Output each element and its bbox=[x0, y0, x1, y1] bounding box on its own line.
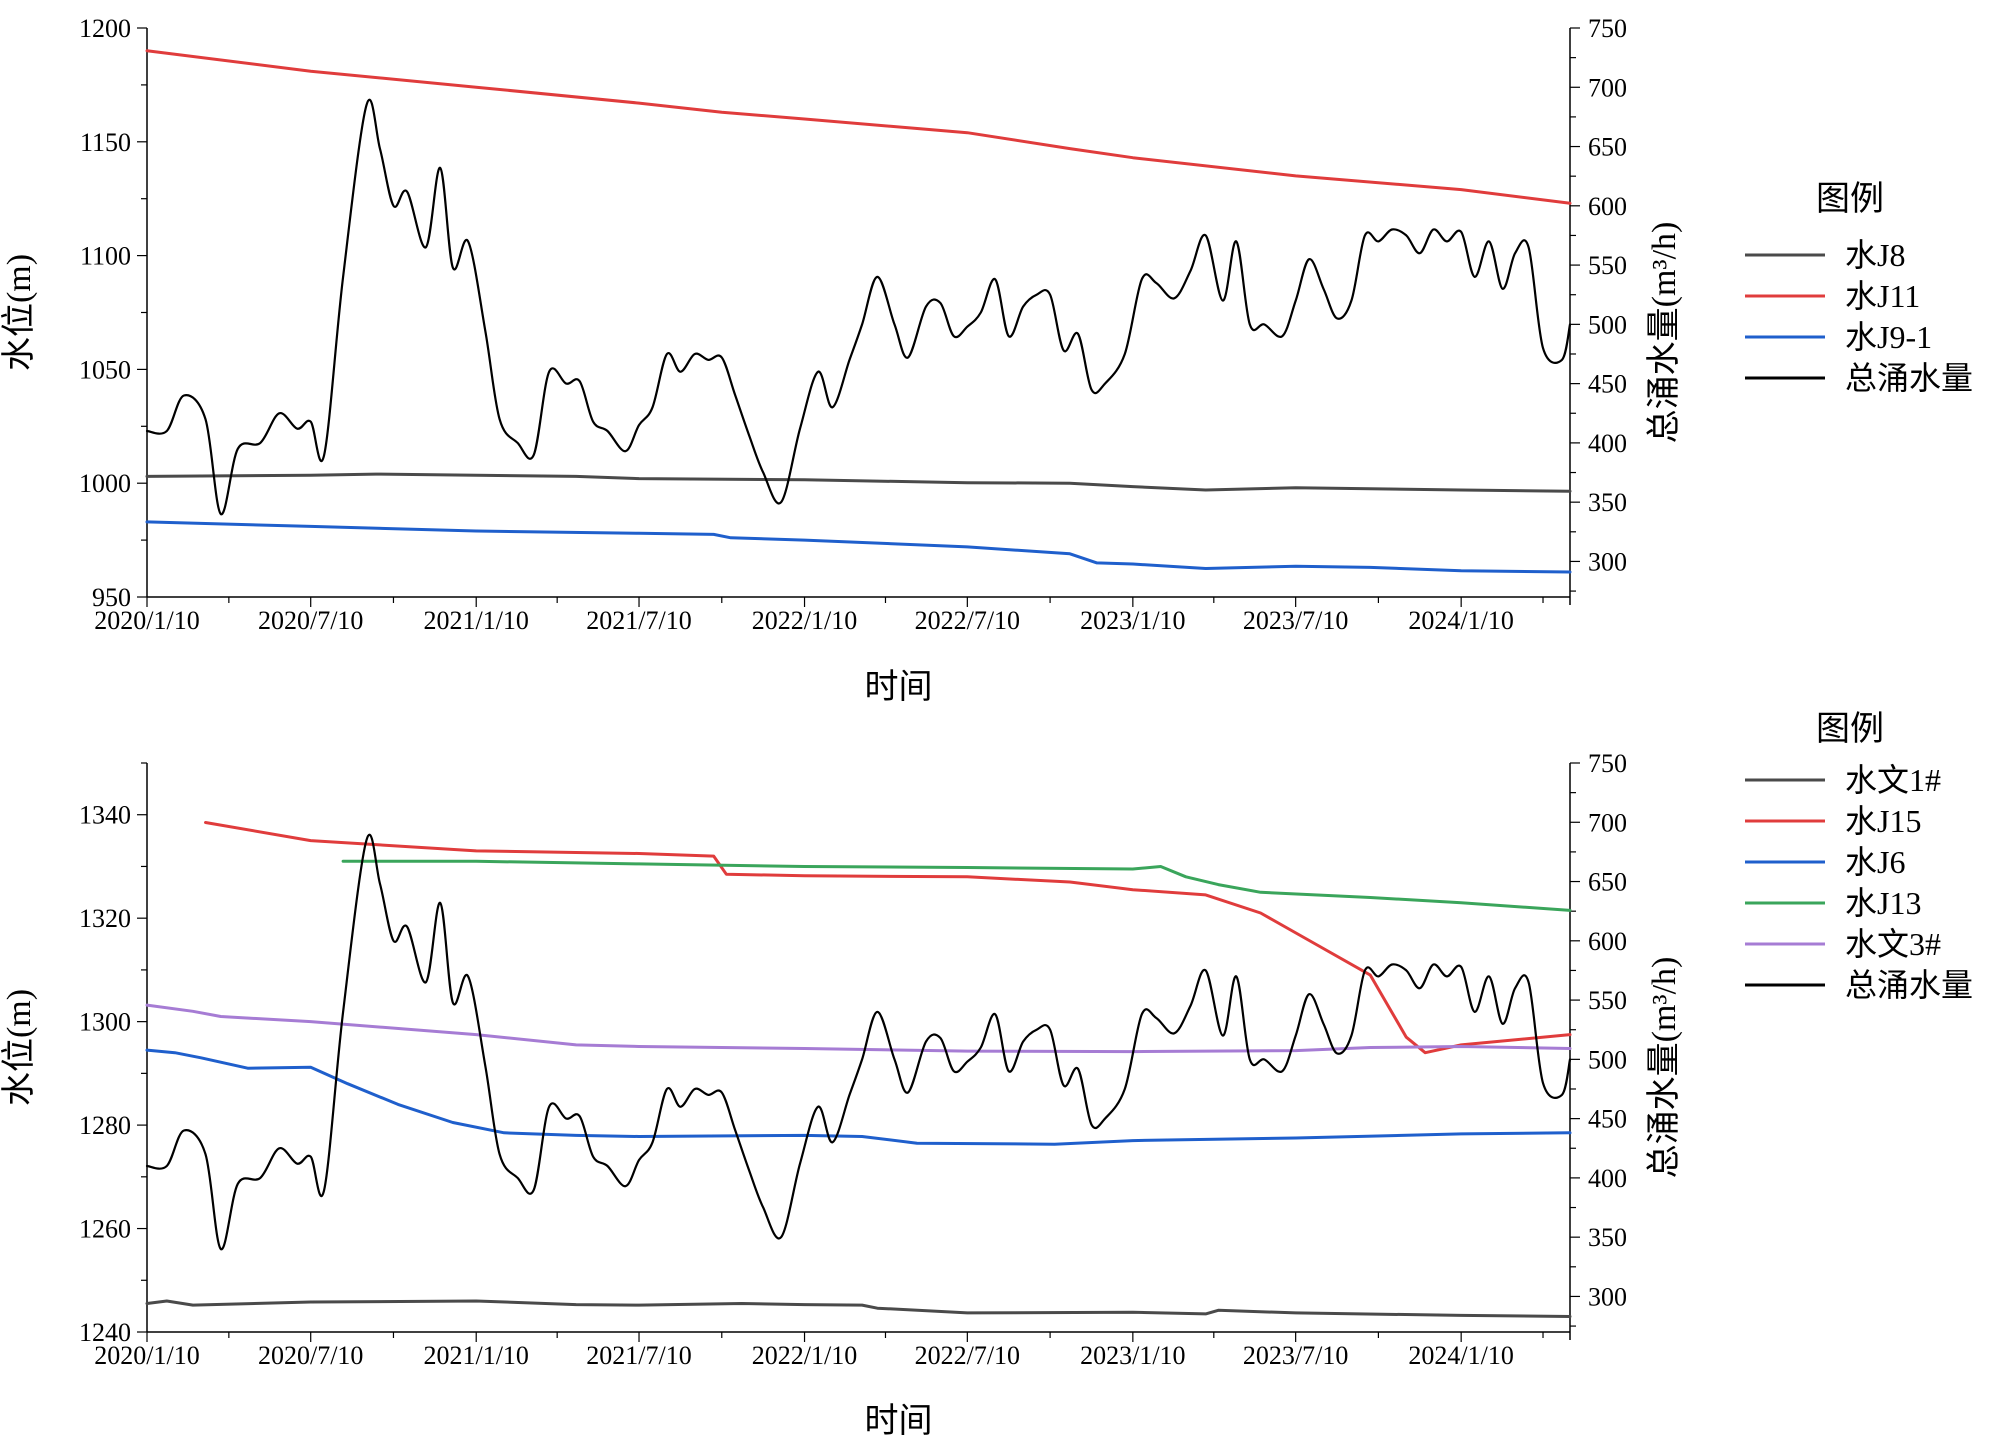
y-right-tick-label: 400 bbox=[1588, 1164, 1627, 1193]
x-tick-label: 2021/1/10 bbox=[423, 606, 528, 635]
y-left-tick-label: 1260 bbox=[79, 1215, 131, 1244]
series-line-1 bbox=[204, 821, 1572, 1055]
chart-panel-bottom: 2020/1/10 2020/7/10 2021/1/10 2021/7/10 2022… bbox=[0, 711, 1973, 1440]
series-line-2 bbox=[145, 1048, 1572, 1146]
series-line-1 bbox=[145, 49, 1572, 205]
x-axis-title: 时间 bbox=[865, 669, 933, 706]
x-tick-label: 2024/1/10 bbox=[1408, 606, 1513, 635]
chart-panel-top: 2020/1/10 2020/7/10 2021/1/10 2021/7/10 2022… bbox=[0, 14, 1973, 706]
x-axis-title: 时间 bbox=[865, 1403, 933, 1440]
legend-label-2: 水J9-1 bbox=[1845, 319, 1932, 355]
x-tick-label: 2023/7/10 bbox=[1243, 1341, 1348, 1370]
series-line-4 bbox=[145, 1003, 1572, 1054]
y-axis-left-title: 水位(m) bbox=[0, 254, 38, 371]
y-right-tick-label: 350 bbox=[1588, 488, 1627, 517]
x-tick-label: 2022/1/10 bbox=[752, 1341, 857, 1370]
y-axis-right-title: 总涌水量(m³/h) bbox=[1645, 957, 1683, 1179]
y-right-tick-label: 750 bbox=[1588, 14, 1627, 43]
legend-label-5: 总涌水量 bbox=[1845, 967, 1973, 1003]
y-right-tick-label: 750 bbox=[1588, 749, 1627, 778]
x-tick-label: 2022/7/10 bbox=[915, 606, 1020, 635]
y-right-tick-label: 550 bbox=[1588, 986, 1627, 1015]
legend-label-1: 水J15 bbox=[1845, 803, 1921, 839]
legend-label-3: 总涌水量 bbox=[1845, 360, 1973, 396]
legend-label-1: 水J11 bbox=[1845, 278, 1920, 314]
y-right-tick-label: 700 bbox=[1588, 73, 1627, 102]
x-tick-label: 2024/1/10 bbox=[1408, 1341, 1513, 1370]
y-right-tick-label: 550 bbox=[1588, 251, 1627, 280]
series-line-0 bbox=[145, 472, 1572, 493]
y-left-tick-label: 1000 bbox=[79, 469, 131, 498]
x-tick-label: 2022/7/10 bbox=[915, 1341, 1020, 1370]
legend-label-0: 水文1# bbox=[1845, 762, 1941, 798]
y-left-tick-label: 1300 bbox=[79, 1008, 131, 1037]
legend-label-3: 水J13 bbox=[1845, 885, 1921, 921]
y-left-tick-label: 1200 bbox=[79, 14, 131, 43]
y-right-tick-label: 450 bbox=[1588, 370, 1627, 399]
y-right-tick-label: 400 bbox=[1588, 429, 1627, 458]
legend-label-2: 水J6 bbox=[1845, 844, 1905, 880]
x-tick-label: 2021/7/10 bbox=[586, 606, 691, 635]
x-tick-label: 2021/7/10 bbox=[586, 1341, 691, 1370]
y-right-tick-label: 450 bbox=[1588, 1105, 1627, 1134]
x-tick-label: 2020/1/10 bbox=[94, 606, 199, 635]
x-tick-label: 2023/1/10 bbox=[1080, 1341, 1185, 1370]
y-left-tick-label: 1340 bbox=[79, 801, 131, 830]
y-left-tick-label: 1150 bbox=[80, 128, 131, 157]
y-right-tick-label: 350 bbox=[1588, 1223, 1627, 1252]
legend-title: 图例 bbox=[1816, 711, 1884, 748]
y-left-tick-label: 950 bbox=[92, 583, 131, 612]
legend-label-4: 水文3# bbox=[1845, 926, 1941, 962]
y-left-tick-label: 1240 bbox=[79, 1318, 131, 1347]
legend-title: 图例 bbox=[1816, 181, 1884, 218]
y-right-tick-label: 500 bbox=[1588, 1045, 1627, 1074]
y-axis-right-title: 总涌水量(m³/h) bbox=[1645, 222, 1683, 444]
y-right-tick-label: 300 bbox=[1588, 547, 1627, 576]
y-left-tick-label: 1320 bbox=[79, 904, 131, 933]
y-left-tick-label: 1100 bbox=[80, 242, 131, 271]
y-right-tick-label: 600 bbox=[1588, 192, 1627, 221]
y-right-tick-label: 650 bbox=[1588, 133, 1627, 162]
y-right-tick-label: 300 bbox=[1588, 1282, 1627, 1311]
x-tick-label: 2020/7/10 bbox=[258, 606, 363, 635]
x-tick-label: 2020/7/10 bbox=[258, 1341, 363, 1370]
series-line-5 bbox=[145, 833, 1572, 1251]
y-right-tick-label: 650 bbox=[1588, 868, 1627, 897]
x-tick-label: 2020/1/10 bbox=[94, 1341, 199, 1370]
legend-label-0: 水J8 bbox=[1845, 237, 1905, 273]
series-line-2 bbox=[145, 520, 1572, 574]
x-tick-label: 2023/1/10 bbox=[1080, 606, 1185, 635]
series-line-0 bbox=[145, 1299, 1572, 1318]
y-right-tick-label: 500 bbox=[1588, 310, 1627, 339]
y-right-tick-label: 600 bbox=[1588, 927, 1627, 956]
y-axis-left-title: 水位(m) bbox=[0, 989, 38, 1106]
x-tick-label: 2022/1/10 bbox=[752, 606, 857, 635]
x-tick-label: 2023/7/10 bbox=[1243, 606, 1348, 635]
y-left-tick-label: 1280 bbox=[79, 1111, 131, 1140]
y-left-tick-label: 1050 bbox=[79, 355, 131, 384]
series-line-3 bbox=[341, 859, 1572, 912]
series-line-3 bbox=[145, 98, 1572, 516]
x-tick-label: 2021/1/10 bbox=[423, 1341, 528, 1370]
y-right-tick-label: 700 bbox=[1588, 808, 1627, 837]
